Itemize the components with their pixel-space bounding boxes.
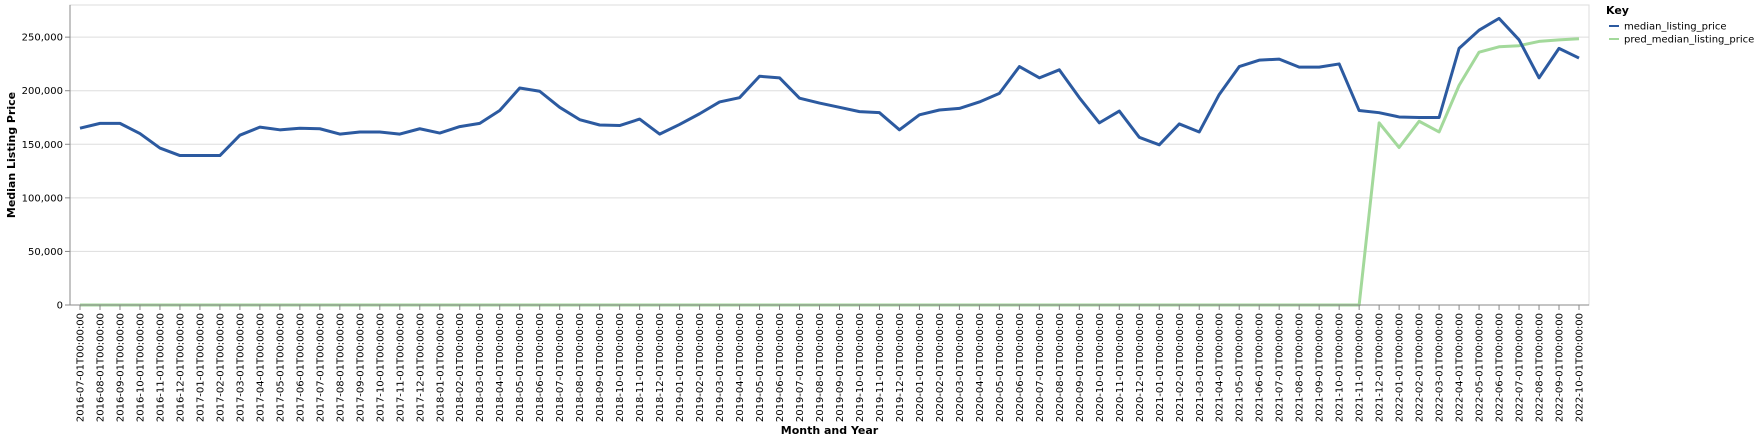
y-axis-title: Median Listing Price [5, 92, 18, 218]
x-tick-label: 2016-10-01T00:00:00 [135, 313, 146, 422]
x-tick-label: 2018-10-01T00:00:00 [615, 313, 626, 422]
x-tick-label: 2019-11-01T00:00:00 [875, 313, 886, 422]
x-tick-label: 2017-09-01T00:00:00 [355, 313, 366, 422]
x-tick-label: 2018-06-01T00:00:00 [535, 313, 546, 422]
y-tick-label: 100,000 [22, 193, 63, 204]
x-tick-label: 2022-07-01T00:00:00 [1515, 313, 1526, 422]
y-tick-label: 250,000 [22, 33, 63, 44]
x-tick-label: 2022-04-01T00:00:00 [1455, 313, 1466, 422]
x-tick-label: 2022-03-01T00:00:00 [1435, 313, 1446, 422]
x-axis: 2016-07-01T00:00:00 2016-08-01T00:00:00 20… [70, 304, 1589, 422]
x-tick-label: 2021-08-01T00:00:00 [1295, 313, 1306, 422]
x-axis-title: Month and Year [781, 424, 879, 437]
x-tick-label: 2017-06-01T00:00:00 [295, 313, 306, 422]
x-tick-label: 2019-12-01T00:00:00 [895, 313, 906, 422]
x-tick-label: 2016-11-01T00:00:00 [155, 313, 166, 422]
x-tick-label: 2017-05-01T00:00:00 [275, 313, 286, 422]
x-tick-label: 2017-08-01T00:00:00 [335, 313, 346, 422]
gridlines [70, 36, 1589, 306]
x-tick-label: 2018-11-01T00:00:00 [635, 313, 646, 422]
x-tick-label: 2020-06-01T00:00:00 [1015, 313, 1026, 422]
x-tick-label: 2018-07-01T00:00:00 [555, 313, 566, 422]
x-tick-label: 2020-02-01T00:00:00 [935, 313, 946, 422]
x-tick-label: 2019-01-01T00:00:00 [675, 313, 686, 422]
x-tick-label: 2021-04-01T00:00:00 [1215, 313, 1226, 422]
x-tick-label: 2017-04-01T00:00:00 [255, 313, 266, 422]
legend-title: Key [1606, 4, 1629, 17]
x-tick-label: 2019-04-01T00:00:00 [735, 313, 746, 422]
x-tick-label: 2020-08-01T00:00:00 [1055, 313, 1066, 422]
x-tick-label: 2019-09-01T00:00:00 [835, 313, 846, 422]
x-tick-label: 2017-03-01T00:00:00 [235, 313, 246, 422]
x-tick-label: 2019-07-01T00:00:00 [795, 313, 806, 422]
x-tick-label: 2020-01-01T00:00:00 [915, 313, 926, 422]
x-tick-label: 2022-05-01T00:00:00 [1475, 313, 1486, 422]
x-tick-label: 2022-01-01T00:00:00 [1395, 313, 1406, 422]
x-tick-label: 2022-06-01T00:00:00 [1495, 313, 1506, 422]
x-tick-label: 2018-08-01T00:00:00 [575, 313, 586, 422]
y-tick-label: 150,000 [22, 140, 63, 151]
x-tick-label: 2021-05-01T00:00:00 [1235, 313, 1246, 422]
x-tick-label: 2018-01-01T00:00:00 [435, 313, 446, 422]
x-tick-label: 2019-06-01T00:00:00 [775, 313, 786, 422]
x-tick-label: 2016-12-01T00:00:00 [175, 313, 186, 422]
x-tick-label: 2019-05-01T00:00:00 [755, 313, 766, 422]
x-tick-label: 2018-03-01T00:00:00 [475, 313, 486, 422]
series-layer [79, 16, 1580, 307]
x-tick-label: 2021-11-01T00:00:00 [1355, 313, 1366, 422]
x-tick-label: 2019-03-01T00:00:00 [715, 313, 726, 422]
x-tick-label: 2021-06-01T00:00:00 [1255, 313, 1266, 422]
x-tick-label: 2017-02-01T00:00:00 [215, 313, 226, 422]
x-tick-label: 2020-12-01T00:00:00 [1135, 313, 1146, 422]
x-tick-label: 2016-07-01T00:00:00 [76, 313, 87, 422]
plot-area [69, 4, 1590, 306]
x-tick-label: 2017-11-01T00:00:00 [395, 313, 406, 422]
x-tick-label: 2021-12-01T00:00:00 [1375, 313, 1386, 422]
x-tick-label: 2017-10-01T00:00:00 [375, 313, 386, 422]
series-line-pred-median-listing-price [80, 37, 1580, 307]
x-tick-label: 2018-02-01T00:00:00 [455, 313, 466, 422]
x-tick-label: 2020-09-01T00:00:00 [1075, 313, 1086, 422]
y-tick-label: 200,000 [22, 86, 63, 97]
y-tick-label: 50,000 [28, 247, 63, 258]
x-tick-label: 2018-04-01T00:00:00 [495, 313, 506, 422]
x-tick-label: 2020-05-01T00:00:00 [995, 313, 1006, 422]
x-tick-label: 2020-04-01T00:00:00 [975, 313, 986, 422]
x-tick-label: 2022-10-01T00:00:00 [1575, 313, 1586, 422]
legend: Key median_listing_price pred_median_list… [1606, 4, 1754, 46]
x-tick-label: 2016-08-01T00:00:00 [95, 313, 106, 422]
x-tick-label: 2017-12-01T00:00:00 [415, 313, 426, 422]
x-tick-label: 2019-02-01T00:00:00 [695, 313, 706, 422]
x-tick-label: 2021-01-01T00:00:00 [1155, 313, 1166, 422]
x-tick-label: 2016-09-01T00:00:00 [115, 313, 126, 422]
x-tick-label: 2021-02-01T00:00:00 [1175, 313, 1186, 422]
x-tick-label: 2017-07-01T00:00:00 [315, 313, 326, 422]
x-tick-label: 2021-10-01T00:00:00 [1335, 313, 1346, 422]
x-tick-label: 2022-08-01T00:00:00 [1535, 313, 1546, 422]
legend-label: median_listing_price [1624, 22, 1727, 33]
legend-label: pred_median_listing_price [1624, 35, 1754, 46]
x-tick-label: 2021-09-01T00:00:00 [1315, 313, 1326, 422]
x-tick-label: 2018-05-01T00:00:00 [515, 313, 526, 422]
x-tick-label: 2018-12-01T00:00:00 [655, 313, 666, 422]
x-tick-label: 2019-10-01T00:00:00 [855, 313, 866, 422]
series-line-median-listing-price [79, 16, 1580, 158]
x-tick-label: 2020-11-01T00:00:00 [1115, 313, 1126, 422]
x-tick-label: 2022-09-01T00:00:00 [1555, 313, 1566, 422]
x-tick-label: 2018-09-01T00:00:00 [595, 313, 606, 422]
y-tick-label: 0 [57, 301, 63, 312]
y-axis: 0 50,000 100,000 150,000 200,000 250,000 [22, 5, 71, 312]
x-tick-label: 2021-07-01T00:00:00 [1275, 313, 1286, 422]
x-tick-label: 2022-02-01T00:00:00 [1415, 313, 1426, 422]
x-tick-label: 2020-10-01T00:00:00 [1095, 313, 1106, 422]
x-tick-label: 2021-03-01T00:00:00 [1195, 313, 1206, 422]
x-tick-label: 2019-08-01T00:00:00 [815, 313, 826, 422]
x-tick-label: 2017-01-01T00:00:00 [195, 313, 206, 422]
x-tick-label: 2020-03-01T00:00:00 [955, 313, 966, 422]
x-tick-label: 2020-07-01T00:00:00 [1035, 313, 1046, 422]
